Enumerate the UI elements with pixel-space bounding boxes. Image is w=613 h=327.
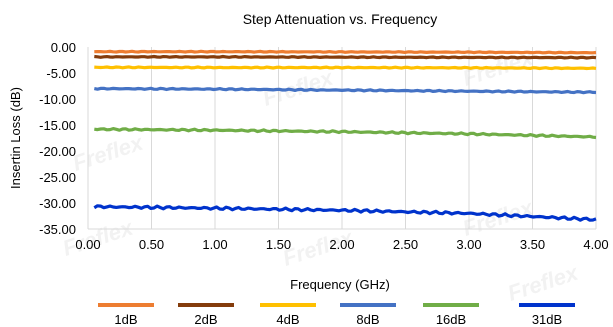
- series-layer: [93, 49, 597, 222]
- watermark-text: Freflex: [70, 130, 147, 176]
- series-line-2dB: [94, 54, 597, 60]
- y-tick-label: -15.00: [39, 118, 76, 133]
- y-tick-label: -35.00: [39, 222, 76, 237]
- legend-label-2dB: 2dB: [194, 312, 217, 327]
- x-axis-label: Frequency (GHz): [290, 277, 390, 292]
- watermark-layer: Freflex FreflexFreflexFreflexFreflexFrefl…: [60, 45, 582, 306]
- x-tick-label: 3.00: [456, 237, 481, 252]
- legend-label-4dB: 4dB: [276, 312, 299, 327]
- x-tick-label: 0.00: [75, 237, 100, 252]
- x-tick-label: 1.00: [202, 237, 227, 252]
- watermark-text: Freflex: [460, 195, 537, 241]
- series-line-1dB: [94, 49, 597, 55]
- x-axis-ticks: 0.00 0.50 1.00 1.50 2.00 2.50 3.00 3.50 4.00: [75, 237, 608, 252]
- series-line-31dB: [93, 204, 597, 222]
- y-tick-label: -5.00: [46, 66, 76, 81]
- x-tick-label: 4.00: [583, 237, 608, 252]
- legend-label-16dB: 16dB: [436, 312, 466, 327]
- legend: 1dB 2dB 4dB 8dB 16dB 31dB: [98, 303, 575, 327]
- x-tick-label: 3.50: [520, 237, 545, 252]
- legend-label-1dB: 1dB: [114, 312, 137, 327]
- y-tick-label: -10.00: [39, 92, 76, 107]
- series-line-16dB: [94, 127, 597, 140]
- y-tick-label: -30.00: [39, 196, 76, 211]
- legend-label-8dB: 8dB: [356, 312, 379, 327]
- y-axis-ticks: 0.00 -5.00 -10.00 -15.00 -20.00 -25.00 -30.00 -…: [39, 40, 76, 237]
- series-line-4dB: [94, 65, 597, 71]
- y-tick-label: 0.00: [51, 40, 76, 55]
- watermark-text: Freflex: [260, 65, 337, 111]
- legend-label-31dB: 31dB: [532, 312, 562, 327]
- chart-title: Step Attenuation vs. Frequency: [243, 11, 438, 27]
- x-tick-label: 0.50: [139, 237, 164, 252]
- y-tick-label: -20.00: [39, 144, 76, 159]
- y-tick-label: -25.00: [39, 170, 76, 185]
- y-axis-label: Insertin Loss (dB): [8, 87, 23, 189]
- x-tick-label: 2.50: [393, 237, 418, 252]
- x-tick-label: 1.50: [266, 237, 291, 252]
- watermark-text: Freflex: [505, 260, 582, 306]
- series-line-8dB: [94, 86, 597, 95]
- x-tick-label: 2.00: [329, 237, 354, 252]
- gridlines: [87, 47, 597, 230]
